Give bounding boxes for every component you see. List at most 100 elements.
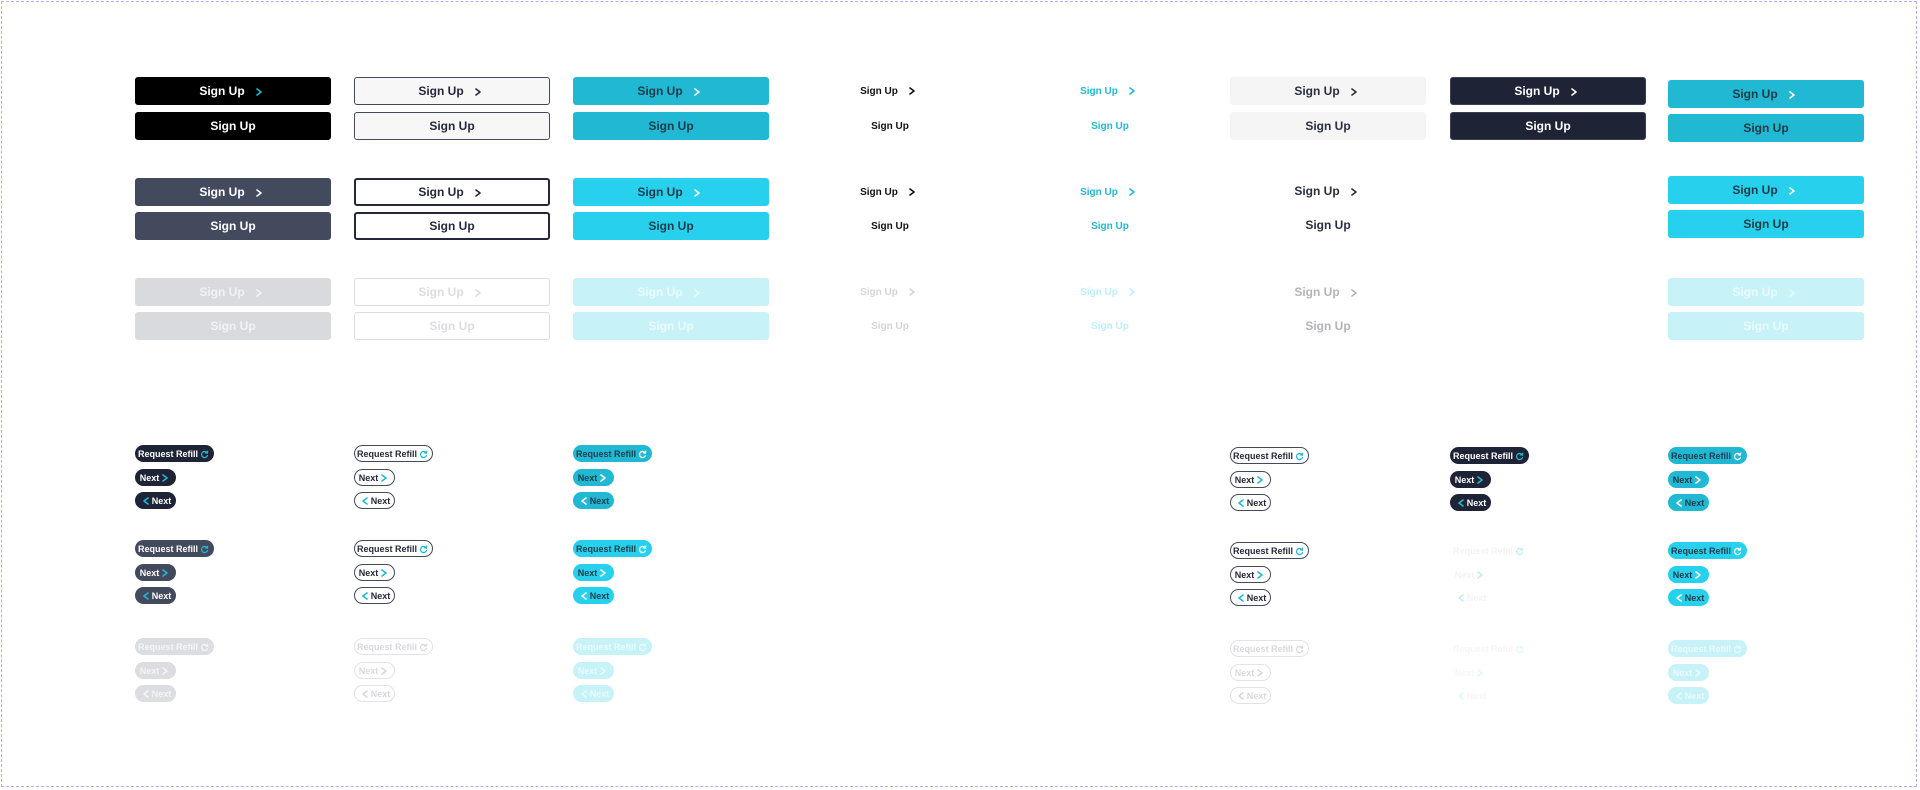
back-next-button[interactable]: Next <box>1668 687 1709 704</box>
next-button[interactable]: Next <box>1450 471 1491 488</box>
sign-up-button[interactable]: Sign Up <box>1012 212 1208 240</box>
next-button[interactable]: Next <box>1668 566 1709 583</box>
sign-up-arrow-button[interactable]: Sign Up <box>1230 177 1426 205</box>
next-button[interactable]: Next <box>354 469 395 486</box>
sign-up-arrow-button[interactable]: Sign Up <box>135 278 331 306</box>
next-button[interactable]: Next <box>1450 664 1491 681</box>
sign-up-arrow-button[interactable]: Sign Up <box>792 77 988 105</box>
request-refill-button[interactable]: Request Refill <box>1450 640 1529 657</box>
sign-up-button[interactable]: Sign Up <box>1450 112 1646 140</box>
next-button[interactable]: Next <box>354 564 395 581</box>
sign-up-arrow-button[interactable]: Sign Up <box>1012 278 1208 306</box>
sign-up-arrow-button[interactable]: Sign Up <box>573 178 769 206</box>
back-next-button[interactable]: Next <box>1668 494 1709 511</box>
sign-up-button[interactable]: Sign Up <box>792 212 988 240</box>
request-refill-button[interactable]: Request Refill <box>1668 542 1747 559</box>
sign-up-button[interactable]: Sign Up <box>354 312 550 340</box>
next-button[interactable]: Next <box>1450 566 1491 583</box>
back-next-button[interactable]: Next <box>573 587 614 604</box>
request-refill-button[interactable]: Request Refill <box>135 445 214 462</box>
back-next-button[interactable]: Next <box>354 587 395 604</box>
sign-up-button[interactable]: Sign Up <box>792 312 988 340</box>
request-refill-button[interactable]: Request Refill <box>135 540 214 557</box>
next-button[interactable]: Next <box>573 469 614 486</box>
sign-up-button[interactable]: Sign Up <box>573 312 769 340</box>
back-next-button[interactable]: Next <box>1450 687 1491 704</box>
request-refill-label: Request Refill <box>356 448 417 459</box>
sign-up-arrow-button[interactable]: Sign Up <box>354 77 550 105</box>
back-next-button[interactable]: Next <box>1450 494 1491 511</box>
request-refill-button[interactable]: Request Refill <box>354 445 433 462</box>
next-button[interactable]: Next <box>573 662 614 679</box>
next-button[interactable]: Next <box>1230 664 1271 681</box>
next-button[interactable]: Next <box>1230 566 1271 583</box>
back-next-button[interactable]: Next <box>1450 589 1491 606</box>
next-button[interactable]: Next <box>135 564 176 581</box>
sign-up-button[interactable]: Sign Up <box>573 212 769 240</box>
back-next-button[interactable]: Next <box>1230 687 1271 704</box>
next-button[interactable]: Next <box>1668 471 1709 488</box>
request-refill-button[interactable]: Request Refill <box>573 540 652 557</box>
request-refill-button[interactable]: Request Refill <box>573 445 652 462</box>
sign-up-button[interactable]: Sign Up <box>1230 211 1426 239</box>
sign-up-button[interactable]: Sign Up <box>1668 210 1864 238</box>
back-next-button[interactable]: Next <box>354 492 395 509</box>
request-refill-button[interactable]: Request Refill <box>1450 542 1529 559</box>
sign-up-arrow-button[interactable]: Sign Up <box>1012 178 1208 206</box>
sign-up-button[interactable]: Sign Up <box>1012 112 1208 140</box>
sign-up-arrow-button[interactable]: Sign Up <box>354 278 550 306</box>
request-refill-button[interactable]: Request Refill <box>354 638 433 655</box>
sign-up-button[interactable]: Sign Up <box>135 112 331 140</box>
back-next-button[interactable]: Next <box>135 587 176 604</box>
sign-up-button[interactable]: Sign Up <box>573 112 769 140</box>
back-next-button[interactable]: Next <box>135 685 176 702</box>
sign-up-button[interactable]: Sign Up <box>135 212 331 240</box>
back-next-button[interactable]: Next <box>354 685 395 702</box>
next-button[interactable]: Next <box>354 662 395 679</box>
request-refill-button[interactable]: Request Refill <box>573 638 652 655</box>
sign-up-button[interactable]: Sign Up <box>1230 312 1426 340</box>
next-button[interactable]: Next <box>1668 664 1709 681</box>
next-label: Next <box>370 590 391 601</box>
sign-up-arrow-button[interactable]: Sign Up <box>135 77 331 105</box>
sign-up-button[interactable]: Sign Up <box>1012 312 1208 340</box>
sign-up-button[interactable]: Sign Up <box>1230 112 1426 140</box>
sign-up-arrow-button[interactable]: Sign Up <box>1012 77 1208 105</box>
request-refill-button[interactable]: Request Refill <box>1230 640 1309 657</box>
sign-up-button[interactable]: Sign Up <box>354 212 550 240</box>
sign-up-arrow-button[interactable]: Sign Up <box>1668 176 1864 204</box>
back-next-button[interactable]: Next <box>1668 589 1709 606</box>
request-refill-button[interactable]: Request Refill <box>1450 447 1529 464</box>
sign-up-arrow-button[interactable]: Sign Up <box>573 77 769 105</box>
back-next-button[interactable]: Next <box>573 492 614 509</box>
back-next-button[interactable]: Next <box>1230 589 1271 606</box>
back-next-button[interactable]: Next <box>135 492 176 509</box>
request-refill-button[interactable]: Request Refill <box>1668 640 1747 657</box>
request-refill-button[interactable]: Request Refill <box>1230 447 1309 464</box>
sign-up-arrow-button[interactable]: Sign Up <box>1230 77 1426 105</box>
sign-up-arrow-button[interactable]: Sign Up <box>1450 77 1646 105</box>
back-next-button[interactable]: Next <box>1230 494 1271 511</box>
next-button[interactable]: Next <box>135 469 176 486</box>
sign-up-button[interactable]: Sign Up <box>792 112 988 140</box>
next-button[interactable]: Next <box>1230 471 1271 488</box>
sign-up-arrow-button[interactable]: Sign Up <box>792 278 988 306</box>
request-refill-button[interactable]: Request Refill <box>1668 447 1747 464</box>
back-next-button[interactable]: Next <box>573 685 614 702</box>
sign-up-button[interactable]: Sign Up <box>1668 114 1864 142</box>
sign-up-arrow-button[interactable]: Sign Up <box>1668 278 1864 306</box>
request-refill-button[interactable]: Request Refill <box>354 540 433 557</box>
sign-up-arrow-button[interactable]: Sign Up <box>1668 80 1864 108</box>
sign-up-button[interactable]: Sign Up <box>1668 312 1864 340</box>
sign-up-arrow-button[interactable]: Sign Up <box>1230 278 1426 306</box>
sign-up-arrow-button[interactable]: Sign Up <box>792 178 988 206</box>
sign-up-arrow-button[interactable]: Sign Up <box>354 178 550 206</box>
sign-up-button[interactable]: Sign Up <box>135 312 331 340</box>
request-refill-button[interactable]: Request Refill <box>1230 542 1309 559</box>
sign-up-arrow-button[interactable]: Sign Up <box>573 278 769 306</box>
next-button[interactable]: Next <box>135 662 176 679</box>
next-button[interactable]: Next <box>573 564 614 581</box>
sign-up-button[interactable]: Sign Up <box>354 112 550 140</box>
request-refill-button[interactable]: Request Refill <box>135 638 214 655</box>
sign-up-arrow-button[interactable]: Sign Up <box>135 178 331 206</box>
